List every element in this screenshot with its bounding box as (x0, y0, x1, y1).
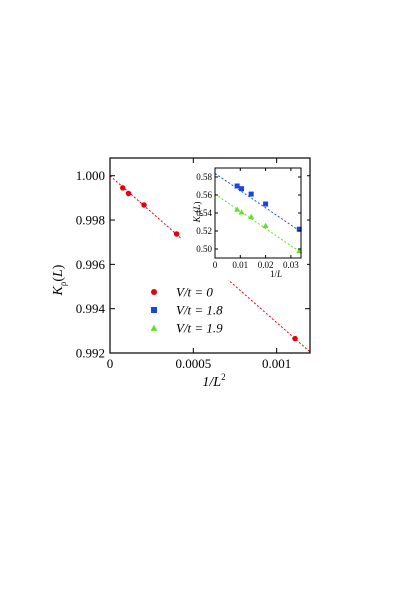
main-plot-frame (109, 157, 311, 354)
legend-marker-1 (151, 307, 157, 313)
inset-ytick-label-4: 0.58 (196, 172, 212, 182)
inset-point-s0-0 (234, 183, 240, 189)
main-x-axis-label: 1/L2 (202, 372, 225, 390)
inset-ytick-label-0: 0.50 (196, 244, 212, 254)
main-point-s0-0 (120, 185, 126, 191)
main-data-points (120, 185, 298, 342)
inset-ytick-label-3: 0.56 (196, 190, 212, 200)
inset-point-s1-0 (234, 206, 241, 212)
main-ytick-label-4: 1.000 (76, 168, 105, 183)
main-xtick-label-1: 0.0005 (175, 356, 211, 371)
legend-label-2: V/t = 1.9 (176, 321, 223, 336)
inset-xtick-label-0: 0 (213, 260, 218, 270)
inset-ytick-label-2: 0.54 (196, 208, 212, 218)
main-xtick-label-2: 0.001 (262, 356, 291, 371)
legend-marker-0 (151, 289, 157, 295)
inset-fit-line-1 (214, 193, 302, 254)
main-ytick-label-0: 0.992 (76, 346, 105, 361)
inset-point-s1-3 (262, 222, 269, 228)
main-ytick-label-2: 0.996 (76, 257, 106, 272)
legend-label-0: V/t = 0 (176, 285, 213, 300)
inset-fit-lines (214, 172, 302, 254)
main-point-s0-1 (125, 190, 132, 197)
main-xtick-label-0: 0 (107, 356, 114, 371)
legend: V/t = 0 V/t = 1.8 V/t = 1.9 (150, 285, 223, 336)
main-ytick-label-1: 0.994 (76, 301, 106, 316)
inset-y-axis-label: Kσ(L) (192, 202, 205, 224)
main-point-s0-3 (173, 231, 180, 237)
main-plot: 0 0.0005 0.001 0.992 0.994 0.996 0.998 1.000 (76, 157, 311, 371)
main-y-axis-label: Kρ(L) (51, 264, 68, 296)
inset-xtick-label-3: 0.03 (283, 260, 299, 270)
inset-x-axis-label: 1/L (270, 269, 282, 279)
inset-point-s0-2 (248, 191, 254, 197)
inset-ticks (214, 168, 301, 258)
inset-plot: 0 0.01 0.02 0.03 0.50 0.52 0.54 0.56 0.58 (196, 167, 303, 270)
inset-point-s1-1 (238, 209, 245, 215)
inset-point-s0-1 (239, 186, 245, 192)
inset-background (181, 164, 307, 280)
legend-label-1: V/t = 1.8 (176, 303, 223, 318)
inset-point-s1-2 (248, 213, 255, 219)
inset-xtick-label-2: 0.02 (258, 260, 274, 270)
main-ticks (109, 158, 310, 354)
inset-fit-line-0 (214, 172, 302, 233)
inset-xtick-label-1: 0.01 (232, 260, 248, 270)
inset-point-s0-4 (296, 226, 302, 232)
main-tick-labels: 0 0.0005 0.001 0.992 0.994 0.996 0.998 1.000 (76, 168, 292, 371)
main-point-s0-4 (292, 335, 298, 342)
inset-tick-labels: 0 0.01 0.02 0.03 0.50 0.52 0.54 0.56 0.58 (196, 172, 299, 270)
legend-marker-2 (150, 324, 158, 331)
inset-ytick-label-1: 0.52 (196, 226, 212, 236)
main-ytick-label-3: 0.998 (76, 213, 105, 228)
inset-point-s0-3 (263, 201, 269, 207)
main-point-s0-2 (141, 202, 147, 208)
